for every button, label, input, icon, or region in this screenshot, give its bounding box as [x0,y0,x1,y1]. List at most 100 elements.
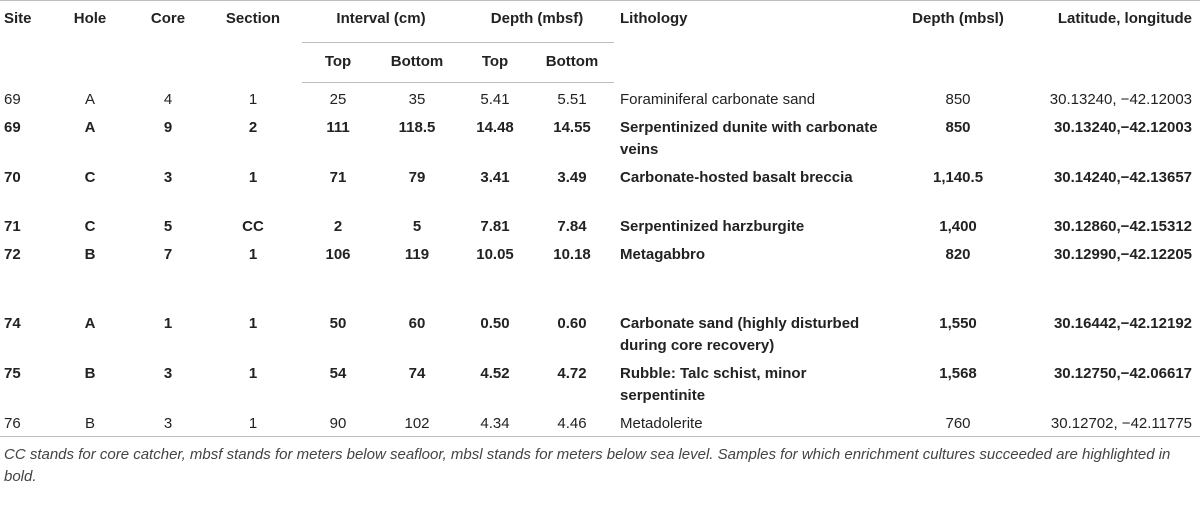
cell-depth-top: 5.41 [480,91,510,108]
table-row: 74 A 1 1 50 60 0.50 0.60 Carbonate sand … [0,285,1200,357]
cell-site: 69 [4,90,21,108]
cell-depth-mbsl: 1,550 [939,315,977,332]
cell-depth-top: 4.52 [480,365,510,382]
cell-depth-top: 3.41 [480,169,510,186]
cell-site: 71 [4,218,21,235]
cell-latlon: 30.13240, −42.12003 [1049,90,1193,108]
cell-section: 1 [204,407,302,437]
cell-hole: A [84,90,95,108]
cell-interval-bottom: 118.5 [398,119,436,136]
table-row: 69 A 4 1 25 35 5.41 5.51 Foraminiferal c… [0,83,1200,112]
header-lithology: Lithology [614,0,891,83]
header-depth-mbsl: Depth (mbsl) [890,0,1027,83]
table-row: 72 B 7 1 106 119 10.05 10.18 Metagabbro … [0,238,1200,285]
cell-depth-bottom: 7.84 [557,218,587,235]
cell-interval-top: 2 [333,218,343,235]
cell-latlon: 30.12750,−42.06617 [1053,365,1193,382]
table-row: 70 C 3 1 71 79 3.41 3.49 Carbonate-hoste… [0,161,1200,210]
table-header: Site Hole Core Section Interval (cm) Dep… [0,0,1200,83]
cell-depth-mbsl: 820 [945,246,971,263]
cell-interval-bottom: 119 [404,246,430,263]
cell-site: 74 [4,315,21,332]
cell-lithology: Metagabbro [620,246,706,263]
table-footnote: CC stands for core catcher, mbsf stands … [4,445,1171,485]
header-hole: Hole [48,0,132,83]
cell-lithology: Carbonate-hosted basalt breccia [620,169,853,186]
cell-depth-top: 10.05 [476,246,514,263]
cell-depth-bottom: 5.51 [557,91,587,108]
cell-core: 7 [163,246,173,263]
cell-latlon: 30.14240,−42.13657 [1053,169,1193,186]
cell-hole: C [84,218,96,235]
table-row: 76 B 3 1 90 102 4.34 4.46 Metadolerite 7… [0,407,1200,437]
table-row: 75 B 3 1 54 74 4.52 4.72 Rubble: Talc sc… [0,357,1200,407]
header-depth-mbsf: Depth (mbsf) [460,0,615,43]
cell-depth-mbsl: 850 [945,119,971,136]
cell-section: 1 [248,246,258,263]
cell-interval-top: 50 [329,315,347,332]
cell-depth-bottom: 0.60 [557,315,587,332]
cell-hole: B [84,365,96,382]
cell-hole: B [84,246,96,263]
cell-site: 70 [4,169,21,186]
cell-lithology: Rubble: Talc schist, minor serpentinite [620,365,807,404]
cell-depth-top: 7.81 [480,218,510,235]
cell-interval-bottom: 79 [408,169,426,186]
cell-interval-bottom: 60 [408,315,426,332]
samples-table: Site Hole Core Section Interval (cm) Dep… [0,0,1200,437]
cell-interval-top: 71 [329,169,347,186]
cell-depth-mbsl: 1,568 [939,365,977,382]
cell-interval-bottom: 35 [408,91,426,108]
header-row-2: Top Bottom Top Bottom [0,42,1200,83]
header-latlon: Latitude, longitude [1026,0,1200,83]
cell-site: 69 [4,119,21,136]
cell-hole: C [84,169,96,186]
cell-depth-mbsl: 1,140.5 [932,169,984,186]
cell-core: 4 [163,90,173,108]
cell-interval-bottom: 5 [412,218,422,235]
cell-hole: B [48,407,132,437]
cell-lithology: Foraminiferal carbonate sand [620,90,816,108]
cell-core: 3 [163,365,173,382]
cell-depth-bottom: 14.55 [553,119,591,136]
cell-latlon: 30.12860,−42.15312 [1053,218,1193,235]
cell-section: 2 [248,119,258,136]
header-site: Site [0,0,48,83]
cell-interval-top: 25 [329,91,347,108]
cell-latlon: 30.16442,−42.12192 [1053,315,1193,332]
cell-section: 1 [248,315,258,332]
cell-core: 9 [163,119,173,136]
cell-section: 1 [248,169,258,186]
cell-section: CC [242,218,264,235]
cell-depth-top: 14.48 [476,119,514,136]
header-interval: Interval (cm) [302,0,461,43]
cell-core: 1 [163,315,173,332]
cell-core: 3 [132,407,204,437]
cell-interval-top: 54 [329,365,347,382]
cell-latlon: 30.13240,−42.12003 [1053,119,1193,136]
header-depth-top: Top [460,42,531,83]
cell-depth-mbsl: 1,400 [939,218,977,235]
cell-site: 72 [4,246,21,263]
cell-interval-bottom: 74 [408,365,426,382]
header-depth-bottom: Bottom [530,42,615,83]
table-body: 69 A 4 1 25 35 5.41 5.51 Foraminiferal c… [0,83,1200,437]
cell-depth-bottom: 4.72 [557,365,587,382]
cell-section: 1 [248,365,258,382]
cell-hole: A [84,315,96,332]
cell-depth-mbsl: 850 [945,90,971,108]
cell-depth-bottom: 4.46 [530,407,615,437]
cell-lithology: Metadolerite [614,407,891,437]
cell-latlon: 30.12990,−42.12205 [1053,246,1193,263]
header-core: Core [132,0,204,83]
cell-lithology: Serpentinized harzburgite [620,218,805,235]
cell-latlon: 30.12702, −42.11775 [1026,407,1200,437]
cell-core: 5 [163,218,173,235]
header-section: Section [204,0,302,83]
cell-hole: A [84,119,96,136]
cell-interval-top: 106 [325,246,351,263]
cell-section: 1 [248,90,258,108]
cell-depth-top: 4.34 [460,407,531,437]
cell-interval-bottom: 102 [374,407,461,437]
cell-depth-bottom: 10.18 [553,246,591,263]
